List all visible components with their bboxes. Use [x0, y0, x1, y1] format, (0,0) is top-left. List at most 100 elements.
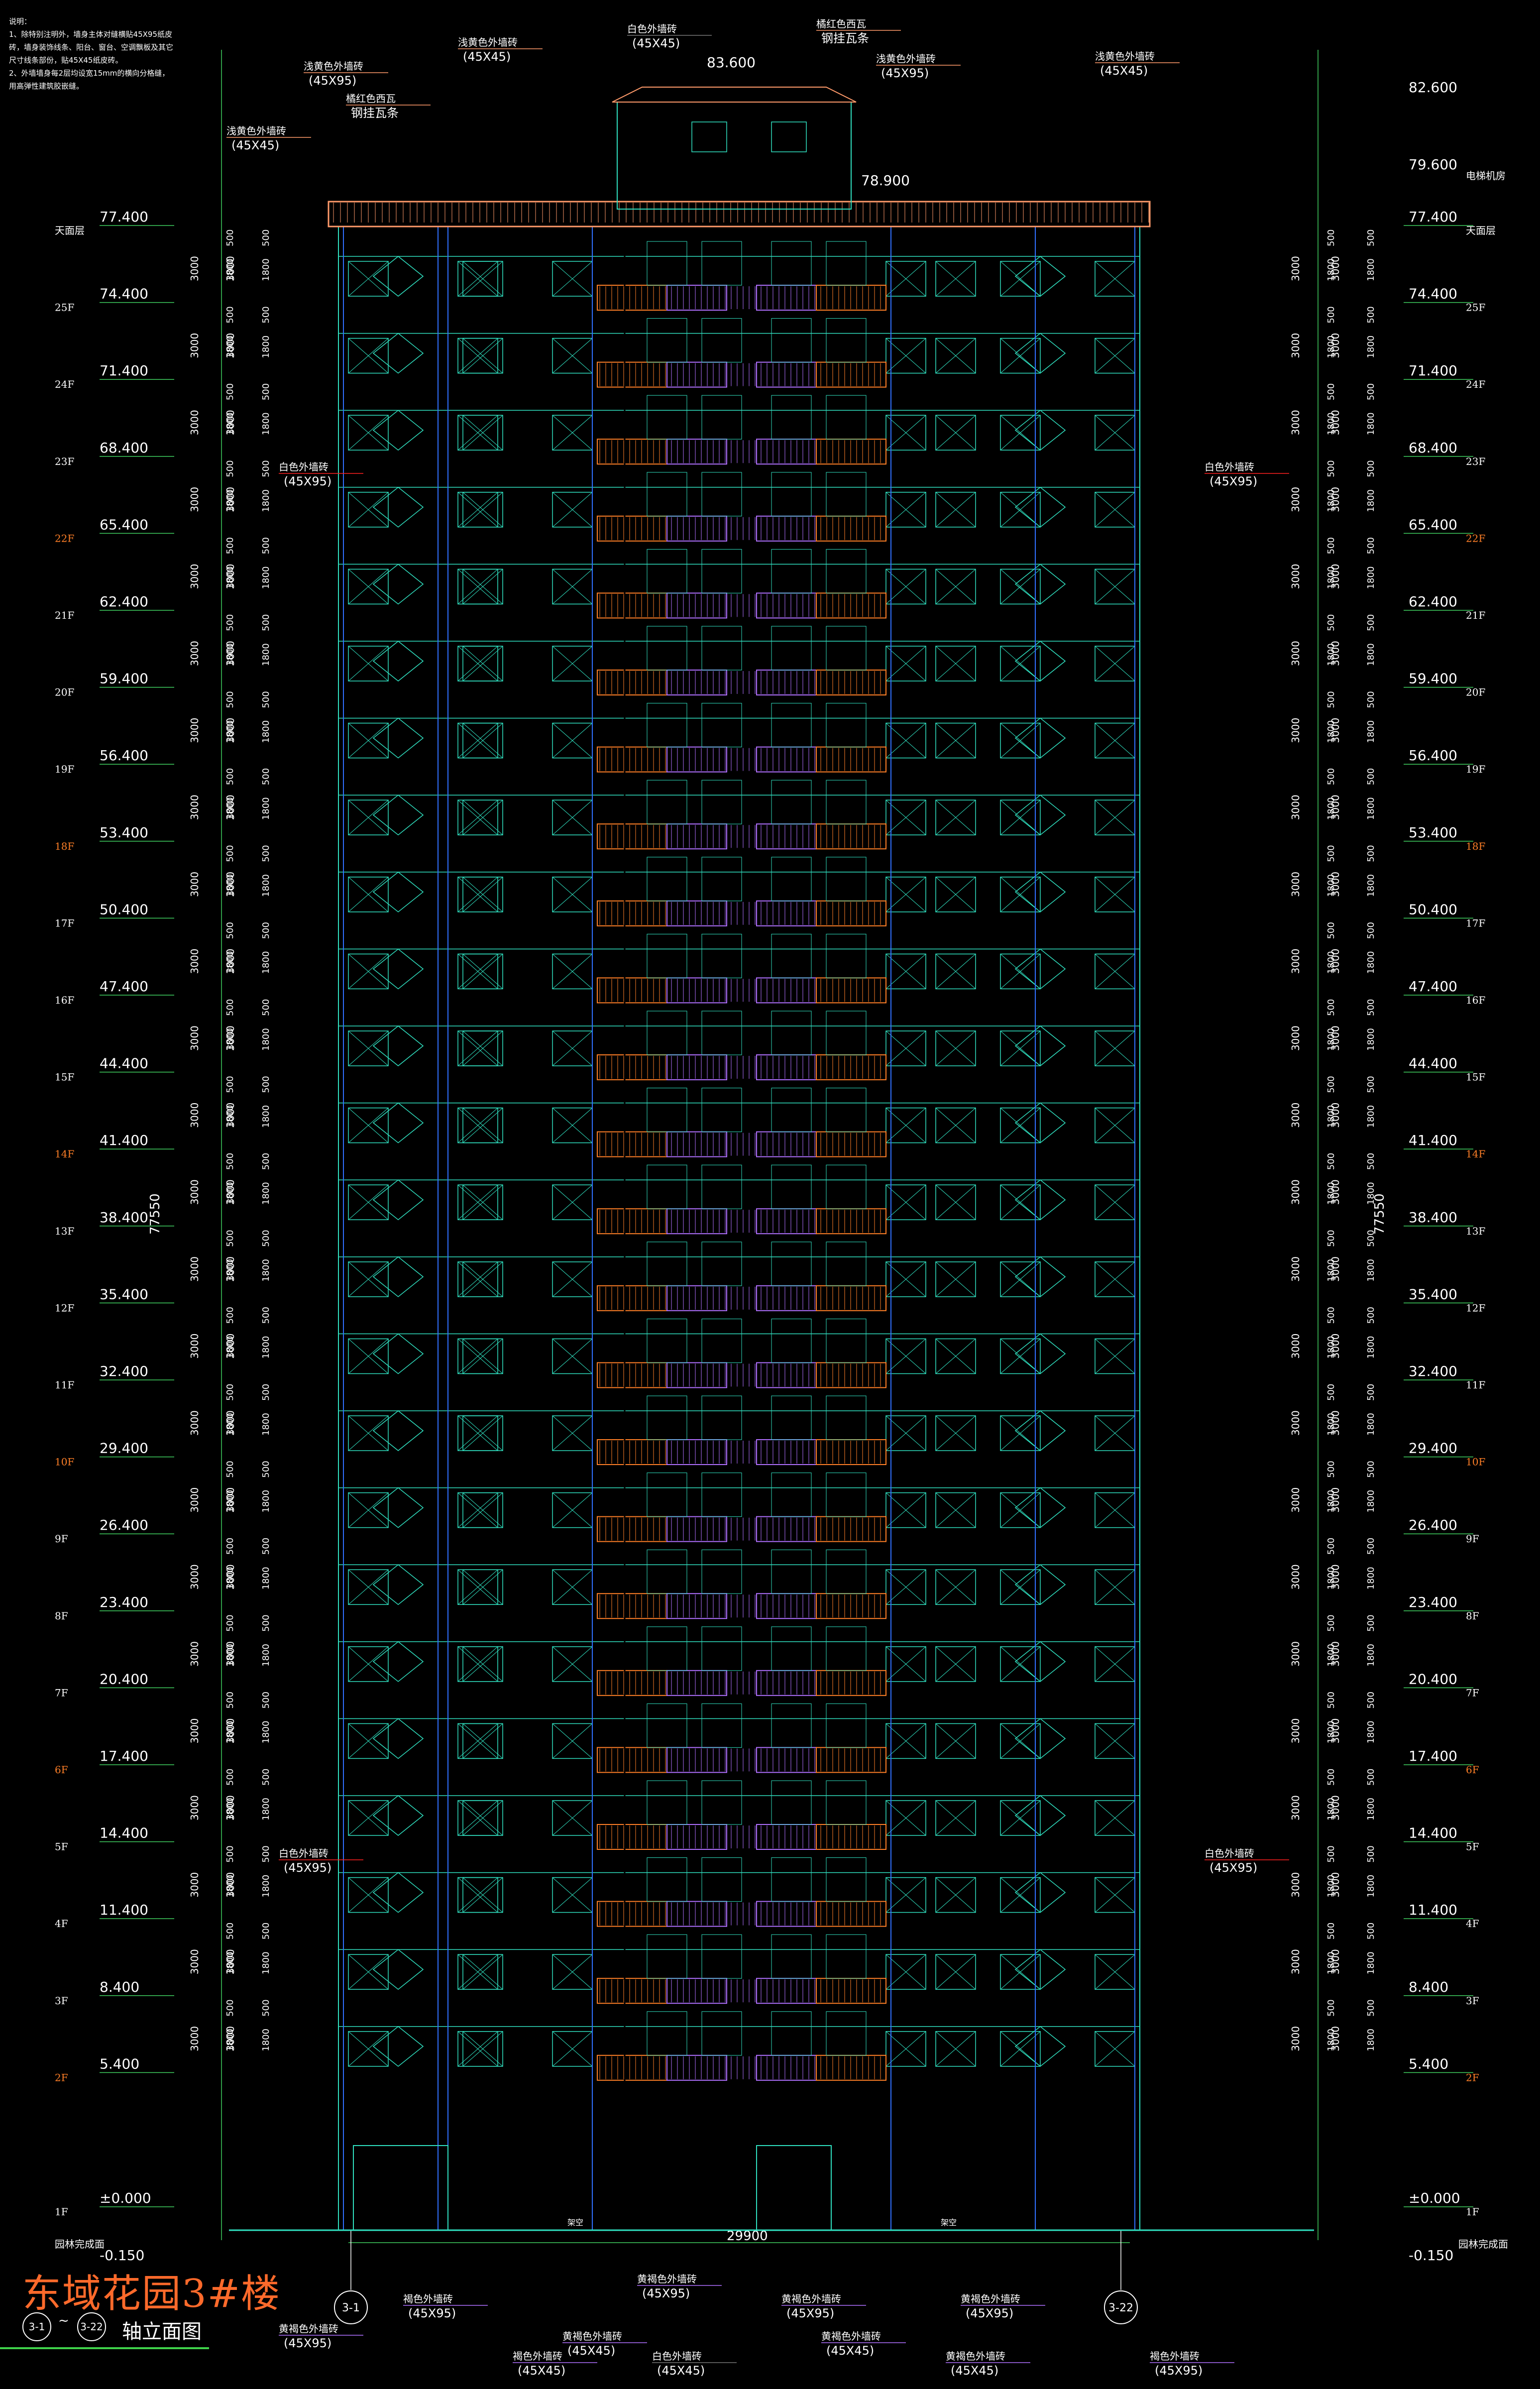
window-cross	[462, 1030, 503, 1066]
diamond-window	[372, 333, 424, 374]
window-cross	[348, 1877, 389, 1913]
balcony-railing	[756, 1670, 817, 1696]
window-cross	[935, 1569, 976, 1605]
window-pane	[348, 1415, 389, 1451]
window-pane	[935, 722, 976, 759]
balcony-door	[647, 1318, 687, 1363]
window-cross	[935, 646, 976, 682]
axis-label: 3-1	[342, 2302, 360, 2314]
elevation-right: 56.400	[1409, 747, 1457, 764]
window-cross	[885, 1339, 926, 1374]
balcony-door	[771, 857, 812, 902]
floor-height-dim: 3000	[1290, 1256, 1302, 1282]
window-cross	[552, 1261, 593, 1297]
segment-dim: 500	[1366, 1384, 1376, 1401]
floor-label-left: 8F	[55, 1610, 68, 1622]
balcony-door	[647, 1549, 687, 1594]
window-cross	[1095, 2031, 1135, 2067]
segment-dim: 1800	[1366, 412, 1376, 435]
window-cross	[1095, 1108, 1135, 1143]
diamond-window	[1014, 2026, 1066, 2067]
balcony-railing	[597, 439, 667, 465]
balcony-door	[701, 1703, 742, 1748]
segment-dim: 500	[1366, 1999, 1376, 2016]
floor-height-dim: 3000	[224, 410, 236, 435]
floor-label-right: 25F	[1466, 302, 1485, 314]
segment-dim: 1800	[225, 643, 235, 666]
segment-dim: 1800	[1366, 2029, 1376, 2051]
window-cross	[1000, 492, 1041, 528]
balcony-door	[826, 395, 867, 440]
floor-label-right: 13F	[1466, 1225, 1485, 1237]
callout-size: (45X45)	[518, 2364, 565, 2378]
segment-dim: 1800	[1326, 1105, 1336, 1128]
segment-dim: 500	[261, 922, 271, 939]
balcony-railing	[597, 1516, 667, 1542]
window-cross	[1000, 2031, 1041, 2067]
window-pane	[462, 1030, 503, 1066]
balcony-door	[826, 1395, 867, 1440]
elevation-left: 14.400	[100, 1825, 148, 1841]
balcony-railing	[756, 977, 817, 1004]
callout-material: 白色外墙砖	[652, 2350, 702, 2362]
window-cross	[348, 338, 389, 373]
window-cross	[348, 1184, 389, 1220]
floor-label-right: 21F	[1466, 609, 1485, 621]
window-pane	[885, 1338, 926, 1374]
floor-height-dim: 3000	[1329, 1179, 1341, 1205]
segment-dim: 1800	[1326, 1644, 1336, 1667]
floor-height-dim: 3000	[224, 1103, 236, 1128]
segment-dim: 500	[1366, 1614, 1376, 1631]
callout-size: (45X45)	[632, 36, 680, 50]
window-cross	[1000, 646, 1041, 682]
callout-size: (45X95)	[284, 1861, 331, 1875]
segment-dim: 500	[1366, 537, 1376, 554]
diamond-window	[1014, 1487, 1066, 1528]
balcony-railing	[597, 2054, 667, 2081]
callout-material: 橘红色西瓦	[346, 93, 396, 105]
segment-dim: 1800	[1326, 1875, 1336, 1898]
balcony-door	[826, 1626, 867, 1671]
balcony-door	[701, 1088, 742, 1133]
floor-label-left: 5F	[55, 1841, 68, 1853]
segment-dim: 500	[261, 1614, 271, 1631]
balcony-railing	[597, 1439, 667, 1465]
segment-dim: 500	[1326, 1384, 1336, 1401]
segment-dim: 1800	[261, 1875, 271, 1898]
floor-height-dim: 3000	[1329, 256, 1341, 281]
segment-dim: 1800	[1326, 489, 1336, 512]
diamond-window	[372, 795, 424, 836]
segment-dim: 500	[1366, 845, 1376, 862]
balcony-door	[771, 1164, 812, 1209]
balcony-door	[647, 1088, 687, 1133]
diamond-window	[1014, 948, 1066, 990]
window-cross	[348, 1800, 389, 1836]
window-pane	[462, 338, 503, 374]
segment-dim: 1800	[225, 1951, 235, 1974]
segment-dim: 500	[1366, 1845, 1376, 1862]
window-cross	[457, 954, 498, 989]
window-cross	[552, 877, 593, 912]
segment-dim: 1800	[1326, 1951, 1336, 1974]
window-cross	[462, 1723, 503, 1759]
segment-dim: 1800	[1326, 1336, 1336, 1359]
balcony-railing	[597, 1131, 667, 1157]
diamond-window	[1014, 564, 1066, 605]
window-pane	[1000, 1261, 1041, 1297]
window-cross	[462, 954, 503, 989]
window-pane	[462, 261, 503, 297]
segment-dim: 1800	[261, 258, 271, 281]
elevation-left: 50.400	[100, 901, 148, 917]
balcony-railing	[666, 977, 727, 1004]
segment-dim: 1800	[1366, 643, 1376, 666]
elevation-right: 8.400	[1409, 1979, 1448, 1995]
window-cross	[552, 1646, 593, 1682]
segment-dim: 1800	[1326, 951, 1336, 974]
balcony-railing	[756, 1054, 817, 1080]
segment-dim: 1800	[225, 1105, 235, 1128]
window-pane	[348, 722, 389, 759]
floor-height-dim: 3000	[189, 2026, 201, 2051]
segment-dim: 500	[1326, 1538, 1336, 1555]
balcony-door	[701, 857, 742, 902]
